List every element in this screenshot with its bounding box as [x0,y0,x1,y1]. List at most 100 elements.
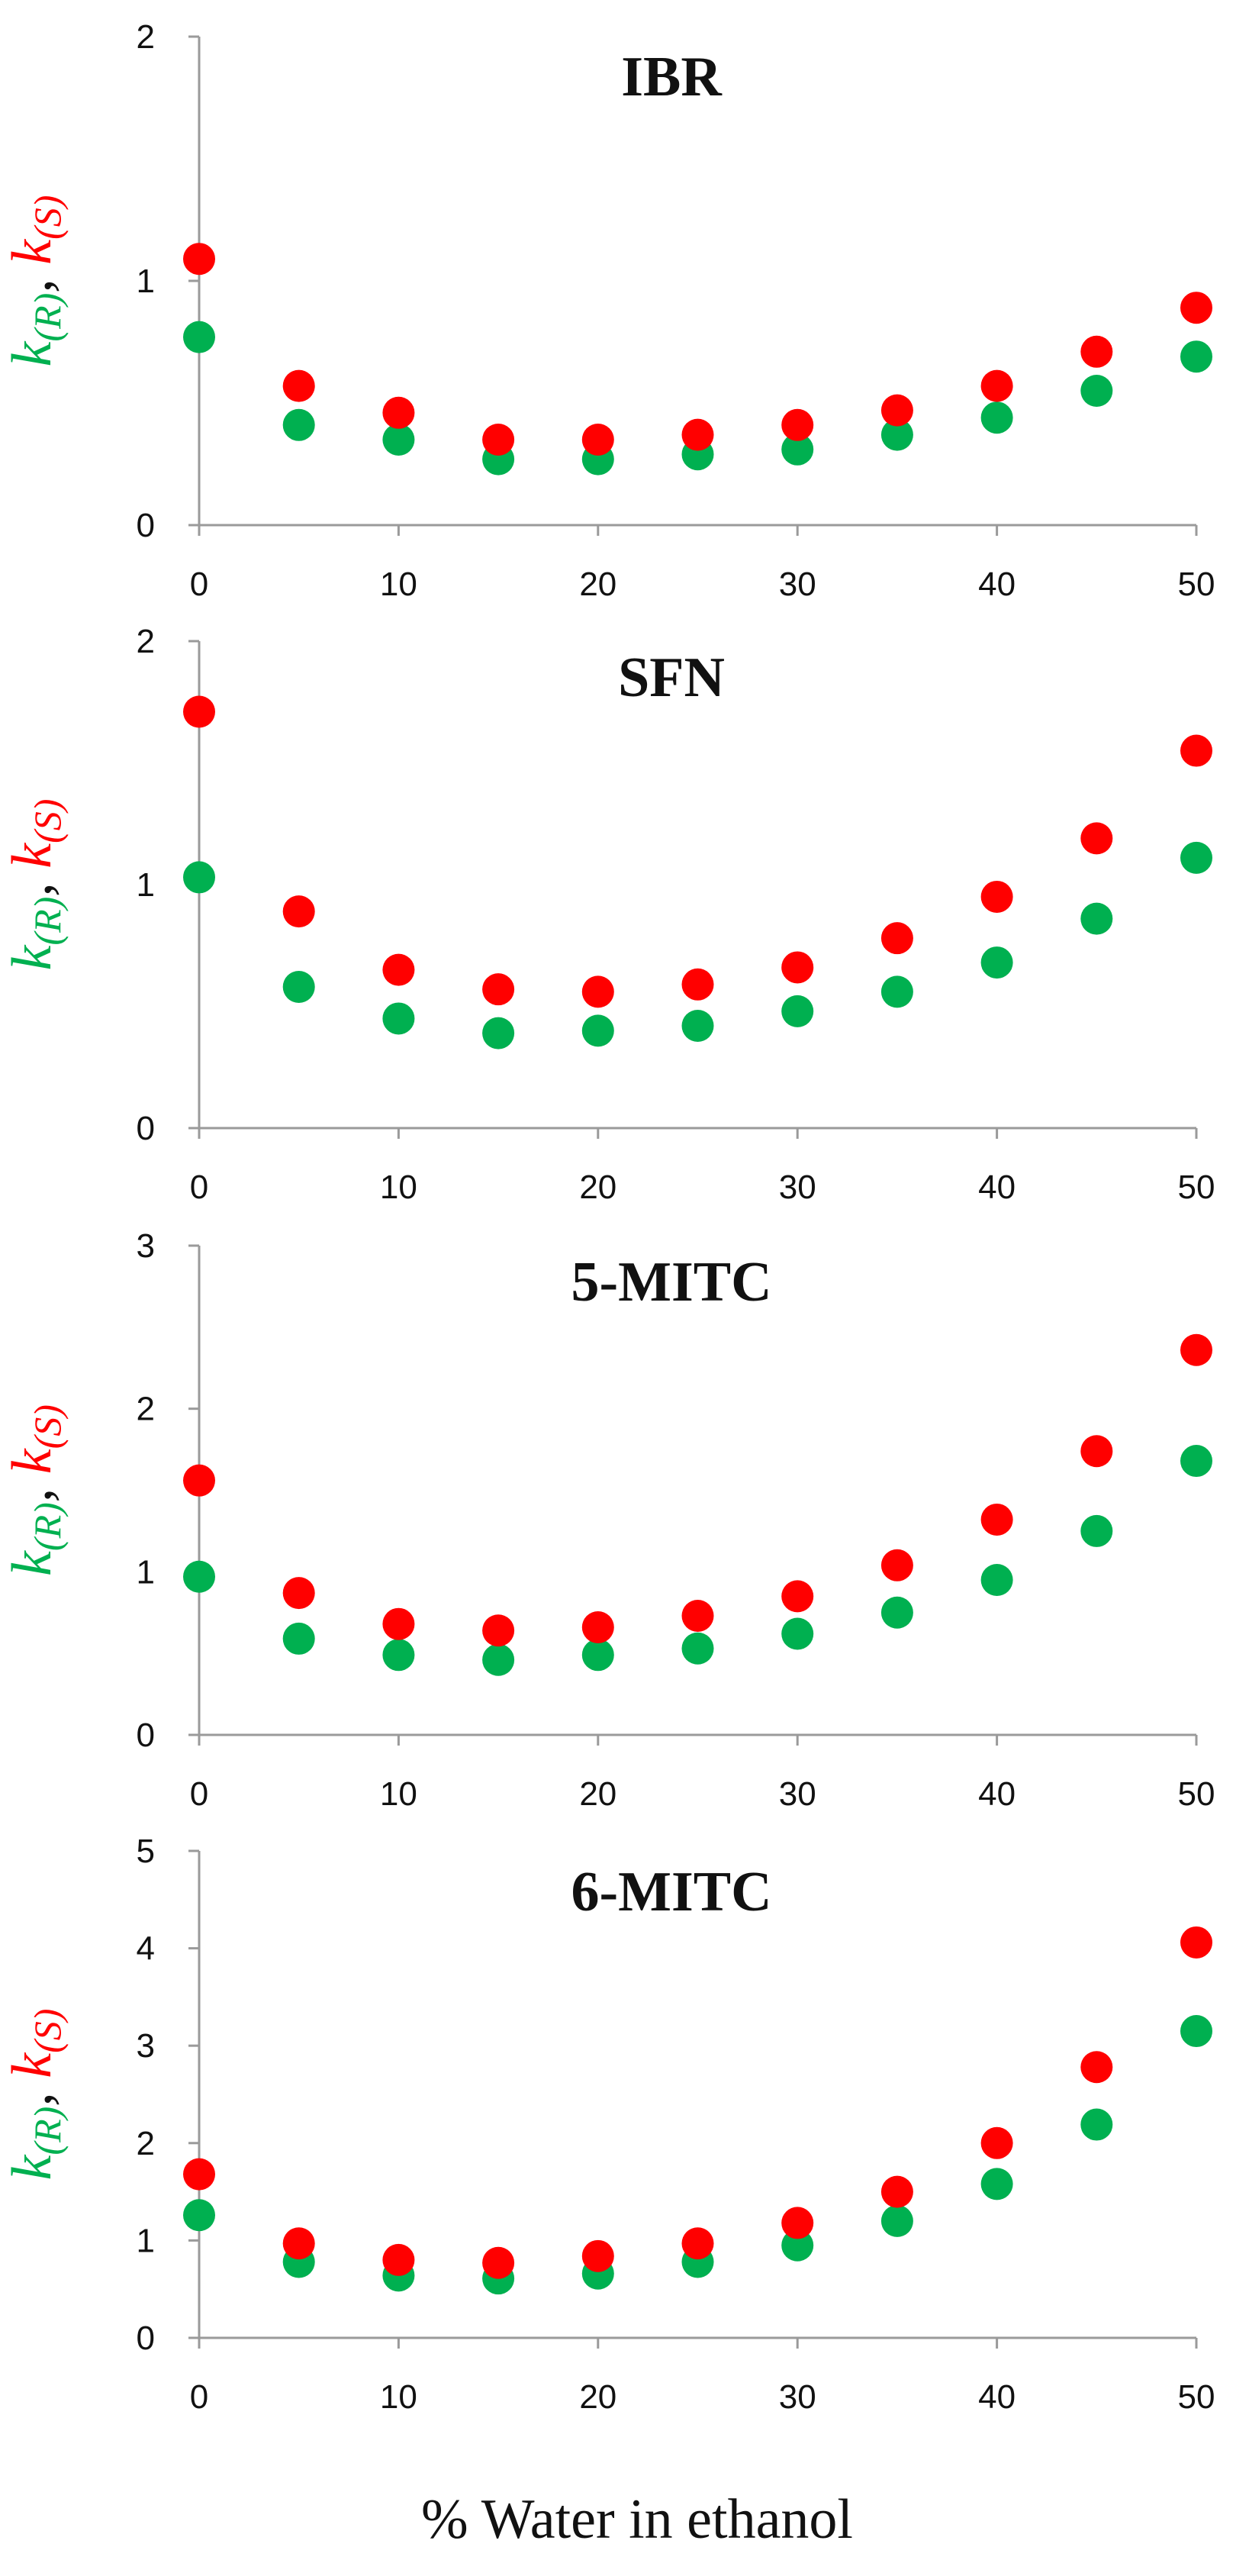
x-tick-label: 50 [1178,1169,1215,1206]
data-point [980,401,1013,434]
data-point [1080,2051,1113,2084]
y-tick-label: 4 [137,1930,155,1968]
x-tick-label: 40 [978,566,1016,603]
y-label-kr-subscript: (R) [26,293,69,342]
series-ks [183,1333,1212,1647]
y-tick-label: 5 [137,1833,155,1870]
x-tick-label: 30 [779,566,816,603]
data-point [183,1560,215,1593]
data-point [482,973,515,1006]
y-label-ks-letter: k [1,843,63,869]
x-tick-label: 10 [380,1775,417,1813]
data-point [880,922,913,955]
x-tick-label: 40 [978,1169,1016,1206]
y-label-ks-letter: k [1,2052,63,2078]
data-point [581,1639,614,1672]
data-point [1080,1514,1113,1547]
data-point [183,2199,215,2232]
data-point [282,369,315,402]
data-point [980,1503,1013,1536]
y-label-ks-letter: k [1,239,63,265]
data-point [980,369,1013,402]
y-label-kr-letter: k [1,340,63,366]
x-tick-label: 20 [579,2378,616,2416]
data-point [980,880,1013,913]
x-tick-label: 20 [579,1775,616,1813]
y-label-ks-subscript: (S) [26,195,69,240]
data-point [1180,1445,1212,1478]
data-point [1080,902,1113,935]
y-label-kr-subscript: (R) [26,2107,69,2155]
data-point [681,1632,714,1665]
data-point [1180,734,1212,767]
data-point [382,1607,415,1640]
y-tick-label: 0 [137,1110,155,1147]
y-axis-label: k(R), k(S) [1,1404,69,1576]
data-point [282,2227,315,2260]
x-tick-label: 0 [190,1775,208,1813]
data-point [681,2227,714,2260]
y-tick-label: 2 [137,2125,155,2162]
y-label-ks-subscript: (S) [26,2009,69,2053]
y-tick-label: 3 [137,1227,155,1265]
data-point [980,2168,1013,2200]
data-point [282,1577,315,1610]
x-tick-label: 0 [190,2378,208,2416]
y-label-kr-subscript: (R) [26,897,69,946]
data-point [183,695,215,728]
data-point [183,1464,215,1497]
data-point [880,2175,913,2208]
data-point [482,1614,515,1647]
data-point [880,1549,913,1581]
data-point [880,418,913,451]
data-point [482,424,515,456]
y-label-separator: , [1,1474,63,1502]
data-point [581,1014,614,1047]
data-point [382,424,415,456]
series-kr [183,841,1212,1049]
data-point [183,2158,215,2191]
data-point [1180,1333,1212,1366]
panel-title: IBR [621,46,723,108]
data-point [382,2243,415,2276]
data-point [183,243,215,276]
y-axis-label: k(R), k(S) [1,799,69,971]
y-label-separator: , [1,869,63,897]
data-point [581,1610,614,1643]
y-tick-label: 3 [137,2027,155,2065]
data-point [781,1617,814,1650]
data-point [1180,2015,1212,2048]
data-point [382,1002,415,1035]
data-point [282,1622,315,1655]
data-point [980,2126,1013,2159]
data-point [1080,1435,1113,1468]
x-tick-label: 50 [1178,2378,1215,2416]
data-point [781,1580,814,1613]
data-point [880,2204,913,2237]
y-label-kr-letter: k [1,2154,63,2180]
data-point [681,968,714,1001]
data-point [482,1643,515,1676]
y-label-separator: , [1,2078,63,2107]
data-point [1080,375,1113,407]
data-point [880,1596,913,1629]
data-point [880,394,913,427]
data-point [880,975,913,1008]
data-point [781,2229,814,2262]
series-kr [183,321,1212,476]
data-point [781,2207,814,2239]
y-label-kr-letter: k [1,1550,63,1576]
data-point [382,1639,415,1672]
y-label-ks-letter: k [1,1448,63,1474]
data-point [781,951,814,984]
data-point [781,433,814,466]
series-ks [183,1926,1212,2279]
data-point [581,975,614,1008]
series-ks [183,243,1212,456]
x-tick-label: 40 [978,1775,1016,1813]
x-tick-label: 10 [380,566,417,603]
x-tick-label: 10 [380,2378,417,2416]
